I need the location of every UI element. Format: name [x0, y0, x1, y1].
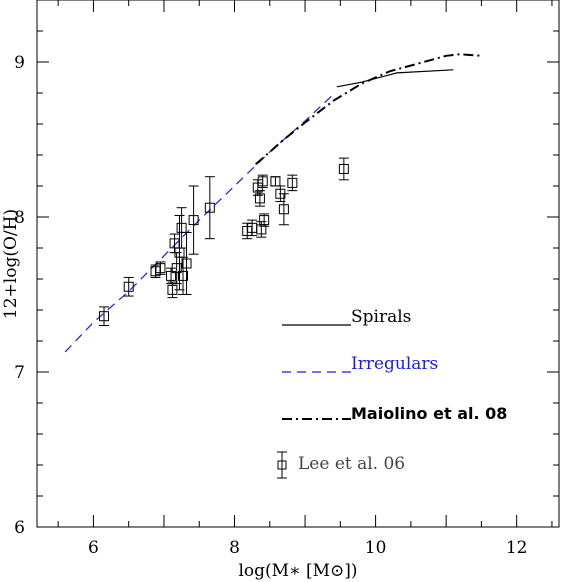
lee-point — [181, 258, 192, 269]
lee-point — [338, 163, 349, 174]
spirals-line — [336, 69, 454, 88]
legend: Spirals Irregulars Maiolino et al. 08 Le… — [277, 307, 507, 479]
legend-spirals-label: Spirals — [351, 307, 411, 327]
x-axis-title: log(M∗ [M⊙]) — [238, 561, 357, 581]
lee-point — [99, 311, 110, 322]
axis-ticks — [37, 0, 559, 528]
y-tick-label: 9 — [14, 53, 25, 73]
lee-point — [287, 177, 298, 188]
y-tick-label: 6 — [14, 518, 25, 538]
legend-maiolino-label: Maiolino et al. 08 — [351, 404, 507, 423]
lee-point — [178, 270, 189, 281]
markers-layer — [99, 157, 349, 326]
lee-point — [278, 204, 289, 215]
y-axis-title: 12+log(O/H) — [1, 209, 21, 319]
legend-lee-label: Lee et al. 06 — [298, 454, 405, 474]
lee-point — [155, 263, 166, 274]
x-tick-label: 6 — [88, 538, 99, 558]
lee-point — [204, 202, 215, 213]
lee-point — [257, 176, 268, 187]
y-tick-label: 8 — [14, 208, 25, 228]
x-tick-label: 10 — [365, 538, 387, 558]
maiolino-line — [255, 53, 482, 166]
axis-tick-labels: 6 8 10 12 6 7 8 9 — [14, 53, 527, 558]
plot-frame — [36, 0, 560, 528]
legend-irregulars-label: Irregulars — [351, 354, 438, 374]
lee-point — [259, 215, 270, 226]
series-layer — [64, 53, 482, 353]
lee-point — [254, 193, 265, 204]
x-tick-label: 12 — [506, 538, 528, 558]
y-tick-label: 7 — [14, 363, 25, 383]
x-tick-label: 8 — [229, 538, 240, 558]
lee-point — [188, 215, 199, 226]
irregulars-line — [64, 94, 334, 353]
lee-point — [166, 270, 177, 281]
lee-point — [171, 263, 182, 274]
lee-point — [123, 281, 134, 292]
legend-lee-marker — [277, 460, 287, 470]
